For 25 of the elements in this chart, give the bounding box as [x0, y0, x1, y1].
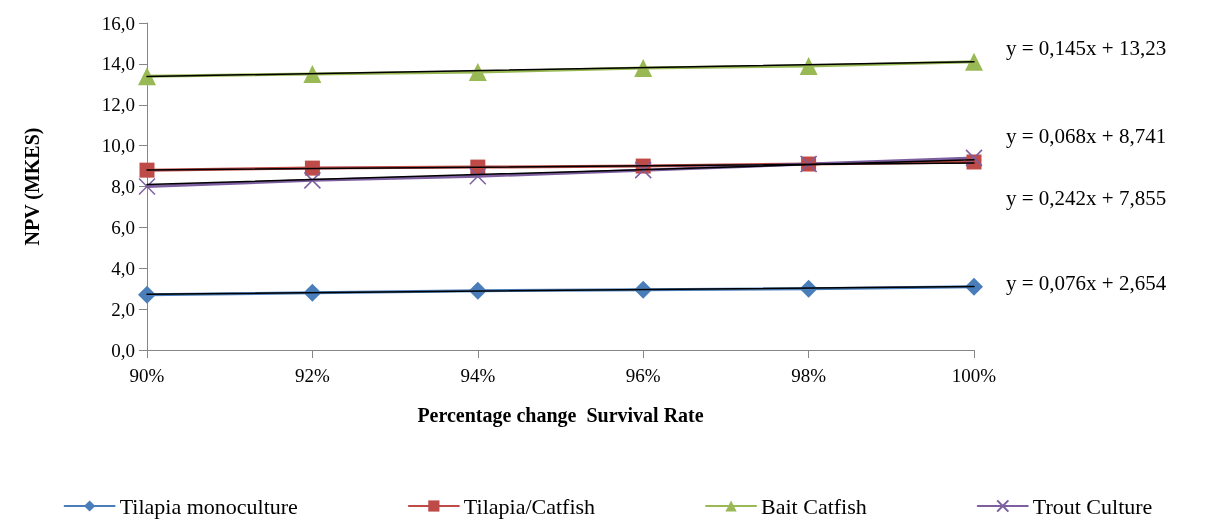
text: y = 0,242x + 7,855 — [1006, 186, 1167, 211]
y-tick-label: 12,0 — [101, 94, 135, 116]
text: y = 0,076x + 2,654 — [1006, 271, 1167, 296]
y-axis-title: NPV (MKES) — [21, 127, 44, 246]
legend-label: Trout Culture — [1032, 493, 1153, 519]
x-axis-title: Percentage change Survival Rate — [417, 404, 704, 427]
y-tick-label: 16,0 — [101, 12, 135, 34]
y-tick-label: 8,0 — [111, 176, 135, 197]
y-tick-label: 4,0 — [111, 257, 135, 279]
legend-label: Tilapia/Catfish — [463, 493, 596, 519]
x-tick-label: 92% — [294, 365, 330, 386]
x-tick-label: 96% — [625, 365, 661, 386]
legend-label: Bait Catfish — [761, 493, 867, 519]
y-tick-label: 2,0 — [111, 298, 135, 320]
y-tick-label: 14,0 — [101, 53, 135, 75]
text: y = 0,145x + 13,23 — [1006, 35, 1167, 60]
x-tick-label: 98% — [791, 365, 827, 386]
legend-label: Tilapia monoculture — [119, 493, 298, 519]
x-tick-label: 100% — [951, 365, 997, 386]
text: y = 0,068x + 8,741 — [1006, 123, 1167, 148]
x-tick-label: 94% — [460, 365, 496, 386]
y-tick-label: 0,0 — [111, 339, 135, 361]
y-tick-label: 6,0 — [111, 216, 135, 238]
y-tick-label: 10,0 — [101, 135, 135, 157]
x-tick-label: 90% — [129, 365, 165, 386]
